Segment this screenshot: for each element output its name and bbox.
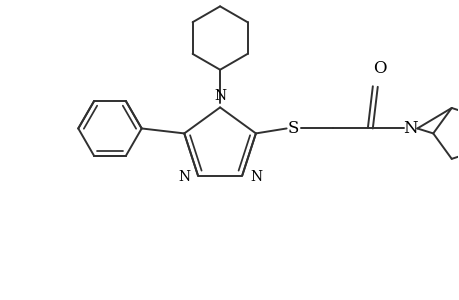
- Text: S: S: [287, 120, 299, 137]
- Text: N: N: [213, 89, 226, 103]
- Text: O: O: [372, 60, 386, 77]
- Text: N: N: [402, 120, 417, 137]
- Text: N: N: [250, 170, 262, 184]
- Text: N: N: [178, 170, 190, 184]
